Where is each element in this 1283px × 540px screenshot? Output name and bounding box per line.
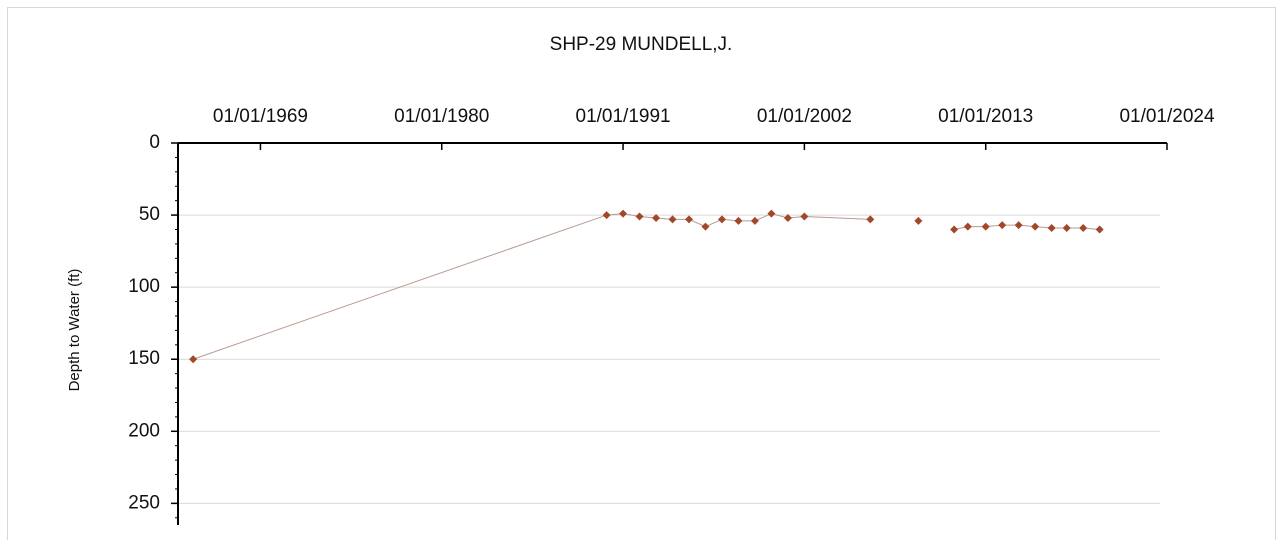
y-tick-label: 200 [128, 420, 160, 441]
data-point [998, 221, 1007, 230]
data-point [866, 215, 875, 224]
x-tick-label: 01/01/2013 [938, 106, 1033, 127]
data-point [914, 216, 923, 225]
data-point [981, 222, 990, 231]
data-point [1014, 221, 1023, 230]
data-point [1031, 222, 1040, 231]
data-point [963, 222, 972, 231]
data-point [1079, 224, 1088, 233]
data-point [668, 215, 677, 224]
chart-title: SHP-29 MUNDELL,J. [550, 34, 733, 55]
data-point [800, 212, 809, 221]
data-point [750, 216, 759, 225]
data-point [189, 355, 198, 364]
x-tick-label: 01/01/1980 [394, 106, 489, 127]
data-point [767, 209, 776, 218]
x-tick-label: 01/01/2024 [1119, 106, 1215, 127]
y-tick-label: 50 [139, 204, 160, 225]
data-point [652, 213, 661, 222]
x-tick-label: 01/01/1969 [213, 106, 308, 127]
y-tick-label: 0 [149, 132, 160, 153]
y-axis-label: Depth to Water (ft) [66, 269, 83, 392]
x-tick-label: 01/01/1991 [576, 106, 671, 127]
data-point [619, 209, 628, 218]
y-tick-label: 100 [128, 276, 160, 297]
data-point [950, 225, 959, 234]
y-tick-label: 150 [128, 348, 160, 369]
series-line [954, 224, 1100, 230]
chart-frame [7, 7, 1276, 540]
x-tick-label: 01/01/2002 [757, 106, 852, 127]
data-point [602, 211, 611, 220]
data-point [1062, 224, 1071, 233]
data-point [1047, 224, 1056, 233]
data-point [1095, 225, 1104, 234]
y-tick-label: 250 [128, 492, 160, 513]
data-point [783, 213, 792, 222]
data-point [734, 216, 743, 225]
data-point [717, 215, 726, 224]
data-point [701, 222, 710, 231]
data-point [635, 212, 644, 221]
data-point [684, 215, 693, 224]
